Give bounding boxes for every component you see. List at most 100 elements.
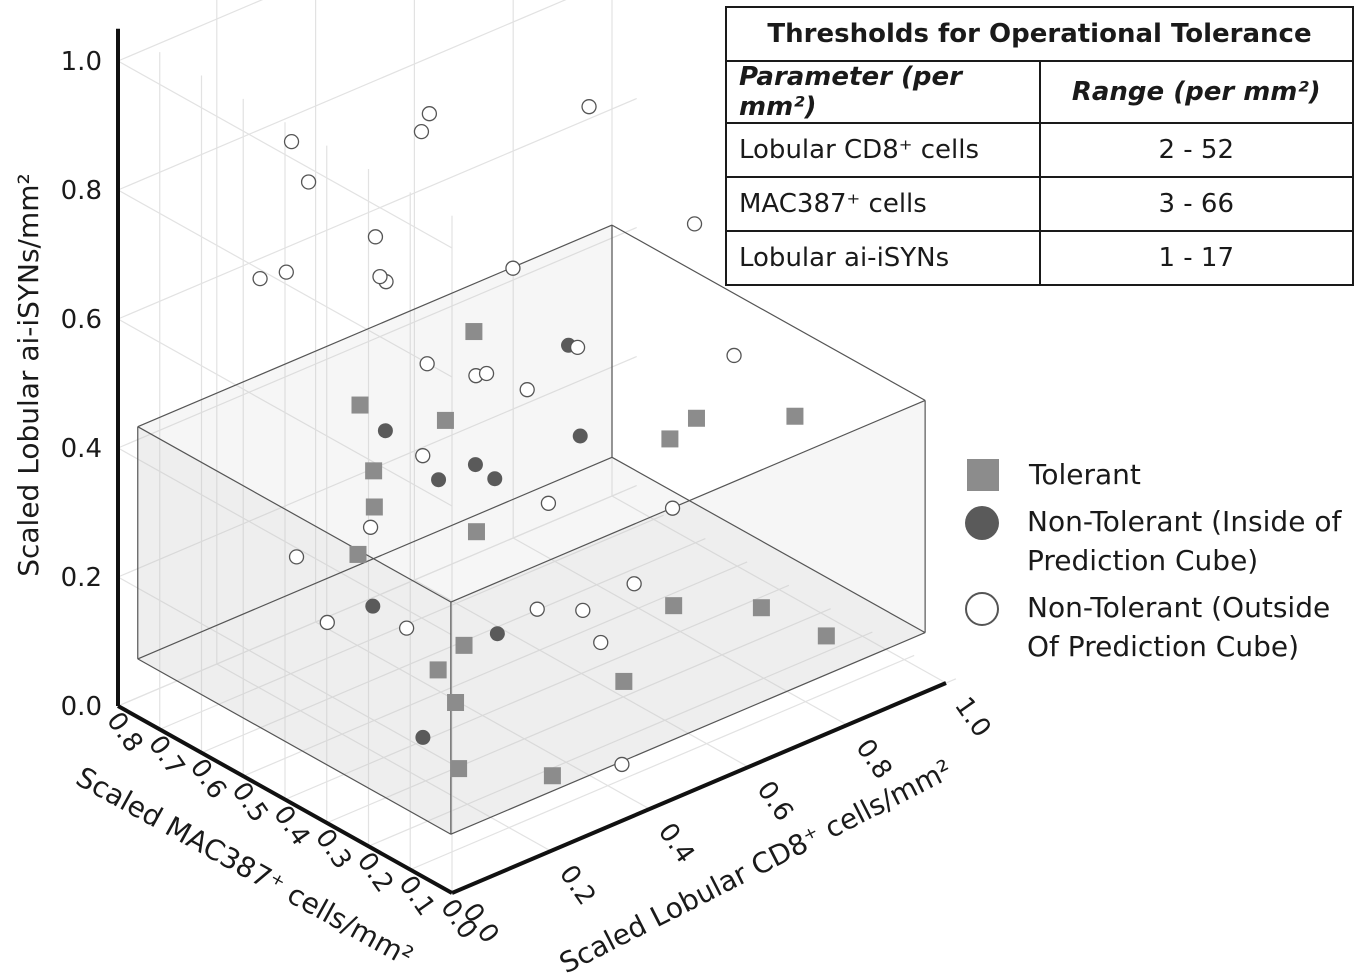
gridline xyxy=(117,491,623,707)
non-tolerant-outside-point xyxy=(505,260,521,276)
non-tolerant-outside-point xyxy=(288,549,305,565)
square-marker-icon xyxy=(967,459,999,491)
cube-face xyxy=(450,400,926,835)
table-header-parameter: Parameter (per mm²) xyxy=(725,60,1041,124)
cube-face xyxy=(137,426,451,835)
non-tolerant-outside-point xyxy=(614,756,630,773)
legend-item-non-tolerant-inside: Non-Tolerant (Inside of Prediction Cube) xyxy=(965,502,1355,580)
y-tick-label: 0.6 xyxy=(184,754,232,805)
x-tick-label: 0.8 xyxy=(849,734,897,785)
cube-edge xyxy=(137,456,613,660)
gridline xyxy=(368,631,873,847)
gridline xyxy=(117,576,453,765)
non-tolerant-outside-point xyxy=(413,123,430,140)
tolerant-point xyxy=(465,323,483,341)
cube-face xyxy=(137,225,612,659)
table-cell-parameter: MAC387⁺ cells xyxy=(725,176,1041,232)
cube-edge xyxy=(137,426,452,603)
non-tolerant-outside-point xyxy=(300,174,317,190)
non-tolerant-outside-point xyxy=(398,620,415,636)
x-axis-line xyxy=(451,681,947,895)
y-tick-label: 0.4 xyxy=(267,800,315,851)
non-tolerant-outside-point xyxy=(626,576,642,592)
tolerant-point xyxy=(661,430,679,448)
tolerant-point xyxy=(349,545,367,563)
tolerant-point xyxy=(786,407,804,425)
non-tolerant-inside-point xyxy=(489,626,505,642)
y-tick-label: 0.7 xyxy=(142,730,190,781)
y-tick-label: 0.1 xyxy=(393,870,441,921)
tolerant-point xyxy=(665,597,683,615)
table-cell-range: 3 - 66 xyxy=(1038,176,1354,232)
y-tick-label: 0.5 xyxy=(226,777,274,828)
x-tick-label: 0.2 xyxy=(553,860,601,911)
gridline xyxy=(117,189,453,378)
gridline xyxy=(117,0,567,191)
non-tolerant-inside-point xyxy=(487,471,503,487)
x-tick-label: 1.0 xyxy=(948,692,996,743)
non-tolerant-outside-point xyxy=(283,133,300,150)
legend-item-tolerant: Tolerant xyxy=(965,455,1355,494)
cube-edge xyxy=(450,399,926,603)
non-tolerant-inside-point xyxy=(572,428,588,444)
non-tolerant-outside-point xyxy=(726,347,742,364)
y-axis-line xyxy=(117,704,453,895)
non-tolerant-outside-point xyxy=(419,356,435,372)
cube-edge xyxy=(611,224,926,401)
gridline xyxy=(117,318,453,507)
gridline xyxy=(117,447,453,636)
gridline xyxy=(243,561,748,777)
gridline xyxy=(117,60,453,249)
z-tick-label: 0.0 xyxy=(61,692,102,722)
non-tolerant-inside-point xyxy=(377,423,393,439)
thresholds-table: Thresholds for Operational Tolerance Par… xyxy=(725,6,1354,286)
prediction-cube xyxy=(137,224,926,835)
tolerant-point xyxy=(467,523,485,541)
table-cell-range: 2 - 52 xyxy=(1038,122,1354,178)
non-tolerant-inside-point xyxy=(467,457,483,473)
cube-edge xyxy=(611,456,926,634)
legend: Tolerant Non-Tolerant (Inside of Predict… xyxy=(965,455,1355,674)
y-tick-label: 0.8 xyxy=(100,707,148,758)
x-tick-label: 0.6 xyxy=(751,776,799,827)
gridline xyxy=(159,514,664,730)
tolerant-point xyxy=(687,409,705,427)
non-tolerant-outside-point xyxy=(372,268,388,285)
y-tick-label: 0.3 xyxy=(309,824,357,875)
non-tolerant-outside-point xyxy=(593,634,609,651)
cube-edge xyxy=(137,658,452,835)
gridline xyxy=(117,97,637,320)
non-tolerant-inside-point xyxy=(431,472,447,488)
non-tolerant-outside-point xyxy=(278,264,294,280)
filled-circle-marker-icon xyxy=(965,506,999,540)
non-tolerant-outside-point xyxy=(519,382,535,398)
non-tolerant-outside-point xyxy=(581,99,597,115)
table-row: Lobular CD8⁺ cells 2 - 52 xyxy=(725,122,1354,178)
tolerant-point xyxy=(365,462,383,480)
z-tick-label: 1.0 xyxy=(61,47,102,77)
non-tolerant-outside-point xyxy=(421,106,438,122)
grid-layer xyxy=(117,0,957,894)
non-tolerant-outside-point xyxy=(529,601,545,617)
non-tolerant-outside-point xyxy=(362,519,379,535)
non-tolerant-inside-point xyxy=(415,729,431,745)
table-row: Lobular ai-iSYNs 1 - 17 xyxy=(725,230,1354,286)
z-tick-label: 0.8 xyxy=(61,176,102,206)
non-tolerant-inside-point xyxy=(365,598,381,614)
x-axis-title: Scaled Lobular CD8⁺ cells/mm² xyxy=(554,753,957,975)
z-axis-title: Scaled Lobular ai-iSYNs/mm² xyxy=(12,173,45,577)
legend-label: Non-Tolerant (Outside Of Prediction Cube… xyxy=(1027,591,1331,663)
gridline xyxy=(201,537,706,754)
table-cell-parameter: Lobular ai-iSYNs xyxy=(725,230,1041,286)
tolerant-point xyxy=(817,627,835,645)
table-title: Thresholds for Operational Tolerance xyxy=(725,6,1354,62)
tolerant-point xyxy=(447,694,465,711)
tolerant-point xyxy=(436,411,454,429)
non-tolerant-outside-point xyxy=(686,216,703,232)
non-tolerant-outside-point xyxy=(367,229,384,245)
tolerant-point xyxy=(351,396,369,414)
x-tick-label: 0.4 xyxy=(652,818,700,869)
table-cell-range: 1 - 17 xyxy=(1038,230,1354,286)
legend-label: Non-Tolerant (Inside of Prediction Cube) xyxy=(1027,505,1342,577)
